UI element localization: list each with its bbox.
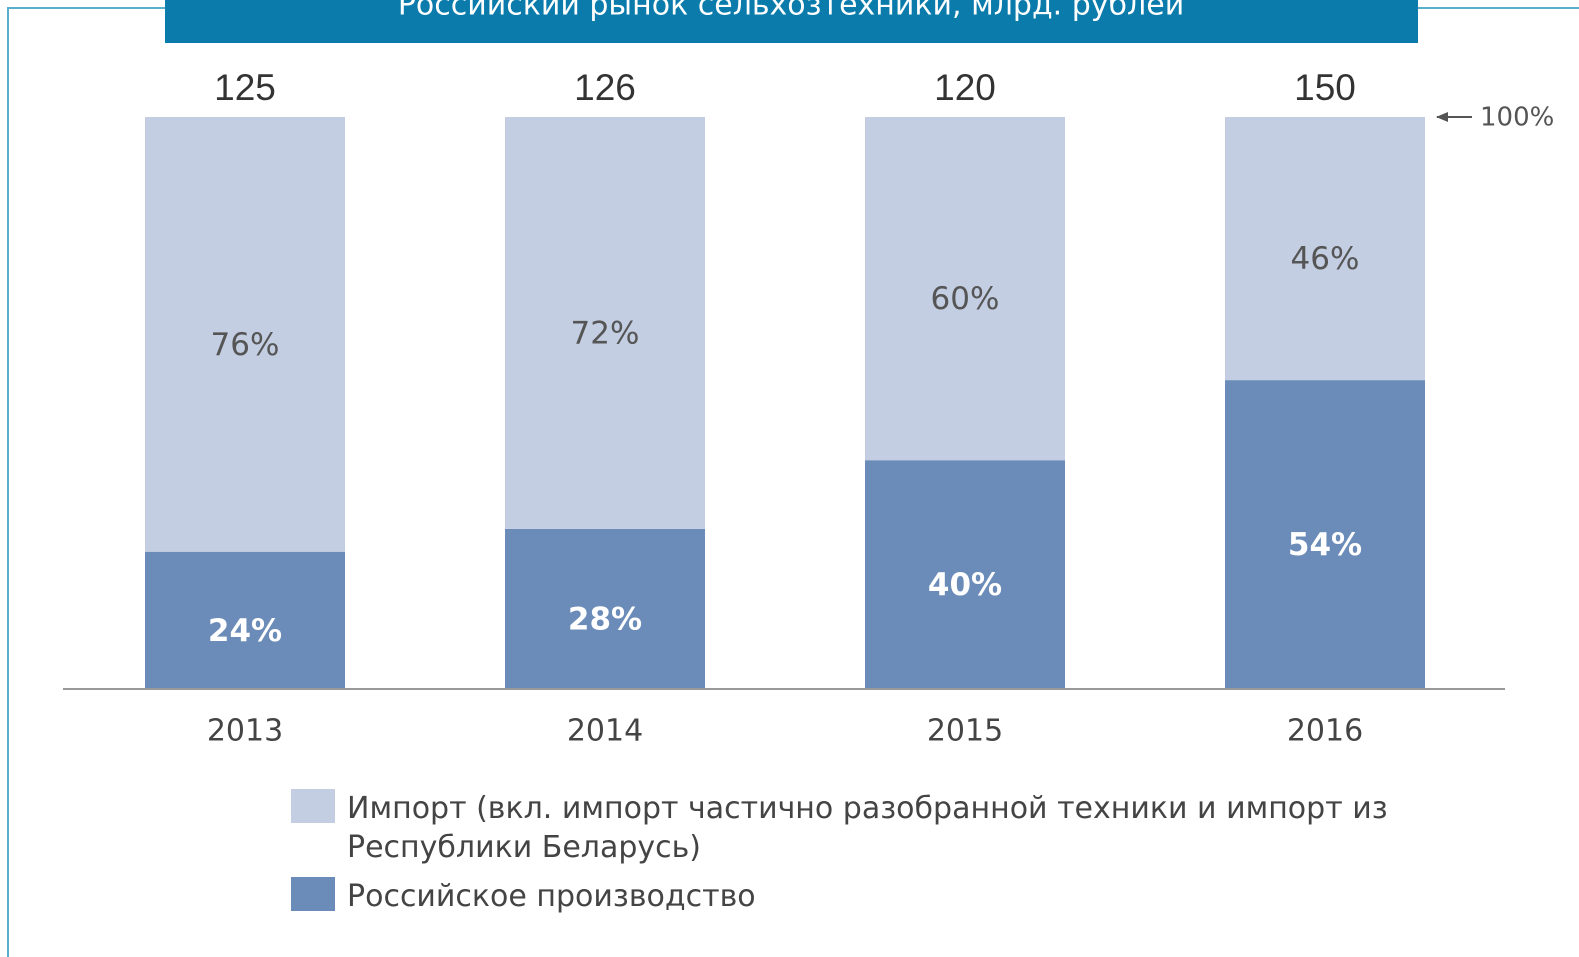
bar-segment xyxy=(505,117,705,529)
x-tick-label: 2014 xyxy=(567,714,643,749)
bar-segment xyxy=(865,117,1065,461)
legend-label: Российское производство xyxy=(347,879,756,914)
bar-segment xyxy=(505,528,705,689)
legend-item: Импорт (вкл. импорт частично разобранной… xyxy=(291,789,1411,867)
total-label: 150 xyxy=(1294,67,1356,108)
value-label: 28% xyxy=(568,601,642,637)
value-label: 72% xyxy=(571,315,640,351)
legend-label: Импорт (вкл. импорт частично разобранной… xyxy=(347,791,1388,865)
total-label: 120 xyxy=(934,67,996,108)
legend-swatch xyxy=(291,877,335,911)
bar-segment xyxy=(145,551,345,689)
value-label: 60% xyxy=(931,281,1000,317)
legend-swatch xyxy=(291,789,335,823)
bar-segment xyxy=(1225,117,1425,381)
legend-item: Российское производство xyxy=(291,877,1411,916)
value-label: 54% xyxy=(1288,527,1362,563)
value-label: 24% xyxy=(208,613,282,649)
annotation-arrowhead xyxy=(1436,112,1448,122)
chart-title: Российский рынок сельхозтехники, млрд. р… xyxy=(398,0,1184,23)
total-label: 125 xyxy=(214,67,276,108)
bar-segment xyxy=(1225,380,1425,689)
frame xyxy=(7,7,1579,957)
title-banner xyxy=(165,0,1418,43)
value-label: 76% xyxy=(211,327,280,363)
bar-segment xyxy=(145,117,345,552)
value-label: 40% xyxy=(928,567,1002,603)
x-tick-label: 2015 xyxy=(927,714,1003,749)
bar-segment xyxy=(865,460,1065,689)
x-tick-label: 2016 xyxy=(1287,714,1363,749)
total-label: 126 xyxy=(574,67,636,108)
value-label: 46% xyxy=(1291,241,1360,277)
annotation: 100% xyxy=(1480,103,1554,133)
x-tick-label: 2013 xyxy=(207,714,283,749)
